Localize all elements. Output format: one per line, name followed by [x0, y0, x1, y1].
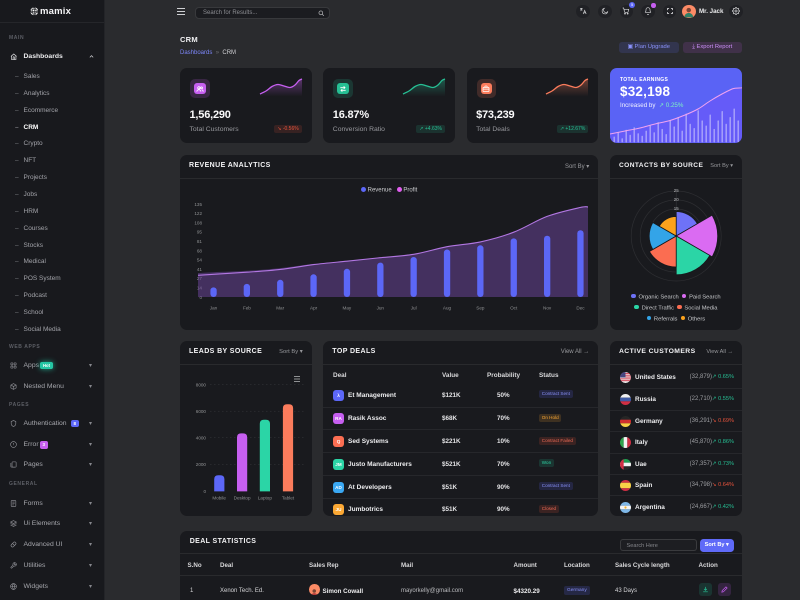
svg-text:Jan: Jan — [210, 306, 218, 311]
svg-text:108: 108 — [194, 220, 202, 225]
svg-text:Mar: Mar — [276, 306, 284, 311]
svg-text:81: 81 — [197, 239, 203, 244]
svg-text:Sep: Sep — [476, 306, 485, 311]
svg-text:Nov: Nov — [543, 306, 552, 311]
svg-text:Oct: Oct — [510, 306, 518, 311]
svg-text:122: 122 — [194, 211, 202, 216]
svg-text:Mobile: Mobile — [212, 496, 226, 501]
svg-text:0: 0 — [203, 489, 206, 494]
svg-text:20: 20 — [674, 197, 679, 202]
svg-text:Jul: Jul — [411, 306, 417, 311]
svg-text:Dec: Dec — [576, 306, 585, 311]
svg-text:0: 0 — [199, 295, 202, 300]
svg-text:15: 15 — [674, 206, 679, 211]
svg-text:2000: 2000 — [196, 462, 207, 467]
svg-text:25: 25 — [674, 188, 679, 193]
svg-text:135: 135 — [194, 202, 202, 207]
svg-text:Tablet: Tablet — [282, 496, 295, 501]
svg-text:6000: 6000 — [196, 409, 207, 414]
svg-text:95: 95 — [197, 230, 203, 235]
svg-text:May: May — [343, 306, 352, 311]
svg-text:Aug: Aug — [443, 306, 452, 311]
svg-text:Desktop: Desktop — [234, 496, 251, 501]
svg-text:41: 41 — [197, 267, 203, 272]
svg-text:Laptop: Laptop — [258, 496, 272, 501]
svg-text:68: 68 — [197, 248, 203, 253]
svg-text:Jun: Jun — [377, 306, 385, 311]
svg-text:4000: 4000 — [196, 435, 207, 440]
svg-text:Apr: Apr — [310, 306, 318, 311]
svg-text:8000: 8000 — [196, 382, 207, 387]
svg-text:Feb: Feb — [243, 306, 251, 311]
svg-text:54: 54 — [197, 258, 203, 263]
